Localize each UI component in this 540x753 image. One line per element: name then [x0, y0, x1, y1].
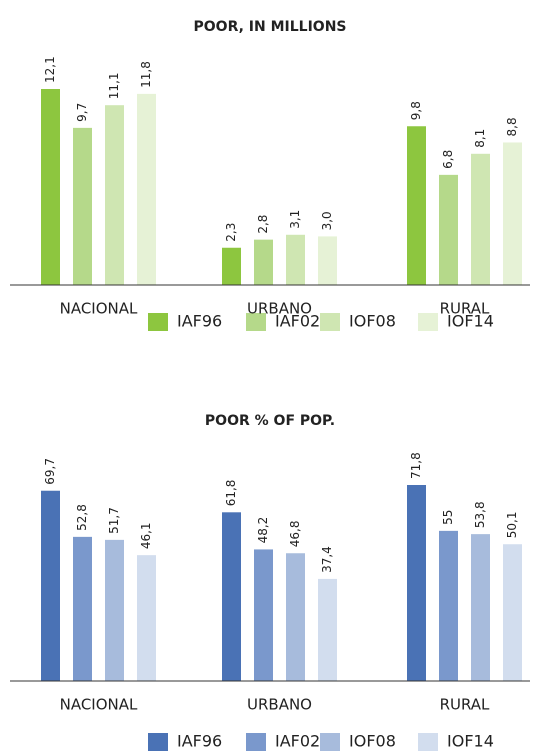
legend-swatch [148, 733, 168, 751]
legend-label: IAF02 [275, 312, 320, 331]
bar [73, 536, 92, 681]
bar [407, 485, 426, 681]
legend-label: IAF96 [177, 732, 222, 751]
legend-swatch [320, 313, 340, 331]
data-label: 61,8 [224, 480, 238, 507]
chart-title: POOR % OF POP. [205, 413, 335, 429]
bar [318, 236, 337, 285]
legend-swatch [148, 313, 168, 331]
legend-label: IOF14 [447, 312, 494, 331]
data-label: 48,2 [256, 517, 270, 544]
bar [318, 578, 337, 681]
data-label: 52,8 [75, 504, 89, 531]
x-tick-label: URBANO [247, 696, 312, 714]
bar [222, 247, 241, 285]
data-label: 9,7 [75, 103, 89, 122]
x-tick-label: NACIONAL [60, 300, 138, 318]
data-label: 3,0 [320, 211, 334, 230]
bar [137, 93, 156, 286]
bar [137, 555, 156, 681]
bar [471, 153, 490, 285]
bar [41, 490, 60, 681]
bar [286, 553, 305, 681]
data-label: 55 [441, 510, 455, 525]
data-label: 51,7 [107, 507, 121, 534]
data-label: 9,8 [409, 101, 423, 120]
bar [222, 512, 241, 681]
data-label: 69,7 [43, 458, 57, 485]
data-label: 11,1 [107, 72, 121, 99]
bar [73, 127, 92, 285]
data-label: 46,1 [139, 522, 153, 549]
data-label: 8,8 [505, 117, 519, 136]
x-tick-label: NACIONAL [60, 696, 138, 714]
legend-swatch [418, 313, 438, 331]
legend-swatch [418, 733, 438, 751]
data-label: 11,8 [139, 61, 153, 88]
bar [439, 530, 458, 681]
data-label: 3,1 [288, 210, 302, 229]
chart-title: POOR, IN MILLIONS [194, 19, 347, 35]
bar [471, 534, 490, 681]
data-label: 50,1 [505, 512, 519, 539]
bar [407, 126, 426, 285]
bar [105, 539, 124, 681]
bar [503, 544, 522, 681]
bar [503, 142, 522, 285]
x-tick-label: URBANO [247, 300, 312, 318]
legend-label: IOF08 [349, 312, 396, 331]
bar [254, 549, 273, 681]
bar [286, 234, 305, 285]
data-label: 2,8 [256, 215, 270, 234]
data-label: 6,8 [441, 150, 455, 169]
legend-swatch [320, 733, 340, 751]
bar [254, 239, 273, 285]
legend-label: IOF14 [447, 732, 494, 751]
data-label: 71,8 [409, 452, 423, 479]
legend-swatch [246, 313, 266, 331]
data-label: 12,1 [43, 56, 57, 83]
x-tick-label: RURAL [440, 696, 490, 714]
legend-label: IAF02 [275, 732, 320, 751]
legend-label: IAF96 [177, 312, 222, 331]
bar [439, 174, 458, 285]
data-label: 2,3 [224, 223, 238, 242]
data-label: 46,8 [288, 521, 302, 548]
bar [105, 105, 124, 285]
data-label: 37,4 [320, 546, 334, 573]
bar [41, 89, 60, 285]
legend-label: IOF08 [349, 732, 396, 751]
x-tick-label: RURAL [440, 300, 490, 318]
data-label: 8,1 [473, 129, 487, 148]
data-label: 53,8 [473, 501, 487, 528]
legend-swatch [246, 733, 266, 751]
